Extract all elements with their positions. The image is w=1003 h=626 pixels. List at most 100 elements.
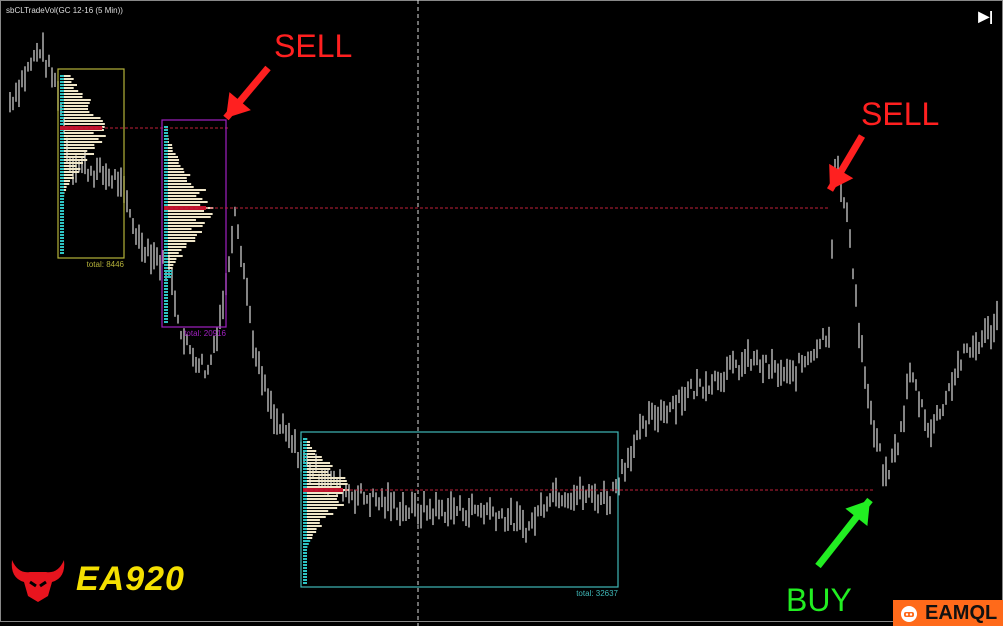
profile-edge [303,483,307,485]
profile-edge [164,255,168,257]
profile-edge [303,471,307,473]
profile-edge [303,441,307,443]
profile-edge [303,513,307,515]
profile-box [300,431,619,588]
profile-edge [303,495,307,497]
profile-row [164,249,182,251]
profile-edge [164,261,168,263]
profile-edge [164,231,168,233]
profile-row [303,534,313,536]
profile-edge [303,525,307,527]
profile-row [164,270,173,272]
profile-edge [303,474,307,476]
profile-edge [60,162,64,164]
profile-row [303,459,323,461]
profile-row [60,123,105,125]
profile-row [60,81,72,83]
profile-edge [164,183,168,185]
profile-edge [60,180,64,182]
profile-edge [60,231,64,233]
profile-edge [303,570,307,572]
profile-row [60,117,101,119]
profile-edge [164,147,168,149]
profile-edge [164,300,168,302]
profile-edge [303,558,307,560]
profile-row [303,447,313,449]
profile-row [303,516,326,518]
profile-edge [60,234,64,236]
profile-row [60,138,99,140]
profile-row [60,132,94,134]
profile-row [60,177,74,179]
profile-row [164,153,176,155]
profile-edge [60,171,64,173]
profile-row [303,477,346,479]
profile-edge [164,306,168,308]
sell-arrow-1-head [226,92,251,118]
profile-row [303,495,338,497]
profile-box [57,68,125,259]
profile-edge [303,519,307,521]
profile-edge [60,153,64,155]
profile-row [303,537,313,539]
profile-edge [60,195,64,197]
profile-edge [60,93,64,95]
profile-edge [164,321,168,323]
profile-edge [164,288,168,290]
profile-row [60,87,74,89]
profile-edge [164,201,168,203]
profile-row [164,159,180,161]
profile-row [60,168,81,170]
profile-edge [303,444,307,446]
profile-edge [60,81,64,83]
profile-edge [60,114,64,116]
profile-row [164,213,213,215]
profile-edge [164,198,168,200]
sell-label-2: SELL [861,96,940,132]
profile-row [60,102,90,104]
profile-edge [164,168,168,170]
profile-row [60,171,79,173]
profile-edge [60,120,64,122]
profile-box [161,119,227,328]
profile-edge [60,204,64,206]
profile-edge [164,174,168,176]
profile-edge [60,225,64,227]
profile-row [164,150,173,152]
profile-edge [164,141,168,143]
profile-row [164,252,179,254]
profile-edge [164,171,168,173]
profile-row [60,135,106,137]
skip-next-icon[interactable]: ▶| [978,8,993,24]
profile-edge [60,141,64,143]
profile-edge [60,144,64,146]
profile-edge [303,522,307,524]
profile-row [303,462,331,464]
profile-edge [164,249,168,251]
profile-edge [60,177,64,179]
profile-edge [303,567,307,569]
profile-edge [164,126,168,128]
profile-row [164,177,187,179]
profile-row [164,195,197,197]
profile-row [60,153,95,155]
profile-row [164,273,173,275]
profile-edge [164,210,168,212]
profile-row [303,504,344,506]
profile-row [164,222,205,224]
profile-edge [60,165,64,167]
profile-edge [60,90,64,92]
profile-edge [60,123,64,125]
profile-edge [60,237,64,239]
profile-edge [60,111,64,113]
profile-edge [164,294,168,296]
profile-edge [164,195,168,197]
profile-edge [164,303,168,305]
profile-row [303,510,329,512]
profile-edge [164,309,168,311]
profile-row [60,84,77,86]
profile-edge [303,468,307,470]
profile-edge [60,87,64,89]
profile-row [303,513,334,515]
